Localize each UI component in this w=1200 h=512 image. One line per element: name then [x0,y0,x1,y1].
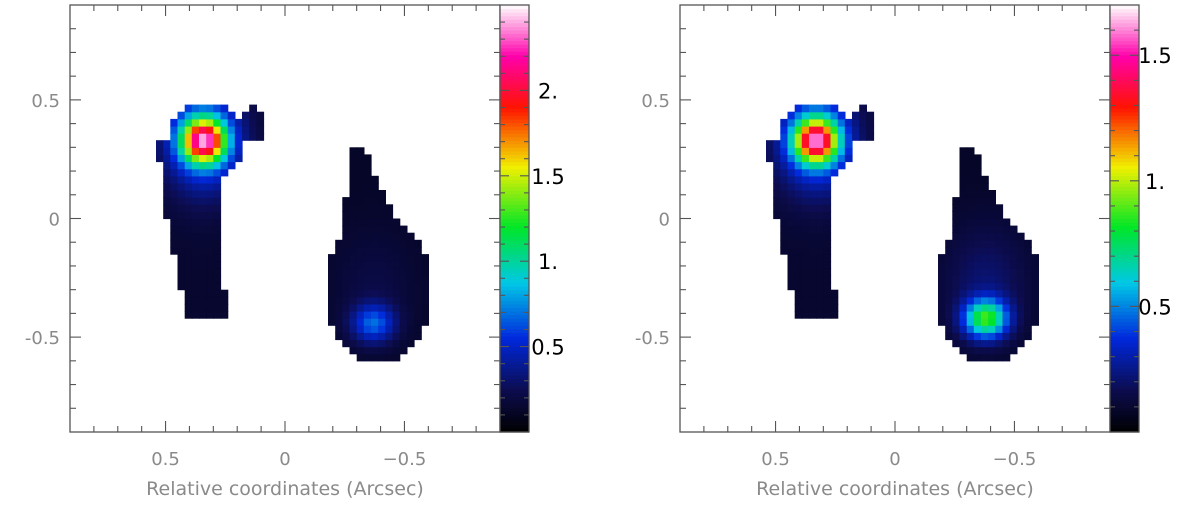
y-tick-label: 0 [659,210,670,231]
colorbar-tick-label: 1. [1145,170,1165,194]
colorbar: 1.5 1. 0.5 [1109,4,1172,433]
plot-frame [69,4,501,433]
x-tick-label: 0 [889,449,900,470]
colorbar-tick-label: 1. [538,250,558,274]
panel-1: 0.5 0 −0.5 0.5 0 -0.5 Relative coordinates (Ar… [25,4,565,500]
y-tick-label: -0.5 [635,328,670,349]
x-axis-title: Relative coordinates (Arcsec) [146,478,424,500]
colorbar-tick-label: 0.5 [531,336,564,360]
y-tick-label: 0 [49,210,60,231]
x-tick-label: −0.5 [993,449,1037,470]
colorbar-tick-label: 1.5 [1138,44,1171,68]
axis-ticks [70,5,500,432]
colorbar-tick-label: 2. [538,79,558,103]
colorbar: 2. 1.5 1. 0.5 [499,4,565,433]
heatmap-pixels [766,104,1039,362]
x-tick-label: 0.5 [151,449,180,470]
x-axis-title: Relative coordinates (Arcsec) [756,478,1034,500]
colorbar-tick-label: 0.5 [1138,295,1171,319]
axis-ticks [680,5,1110,432]
colorbar-tick-label: 1.5 [531,165,564,189]
heatmap-pixels [156,104,429,362]
x-tick-label: 0 [279,449,290,470]
y-tick-label: 0.5 [641,91,670,112]
plot-frame [679,4,1111,433]
y-tick-label: -0.5 [25,328,60,349]
y-tick-label: 0.5 [31,91,60,112]
x-tick-label: 0.5 [761,449,790,470]
x-tick-label: −0.5 [383,449,427,470]
panel-2: 0.5 0 −0.5 0.5 0 -0.5 Relative coordinates (Ar… [635,4,1172,500]
